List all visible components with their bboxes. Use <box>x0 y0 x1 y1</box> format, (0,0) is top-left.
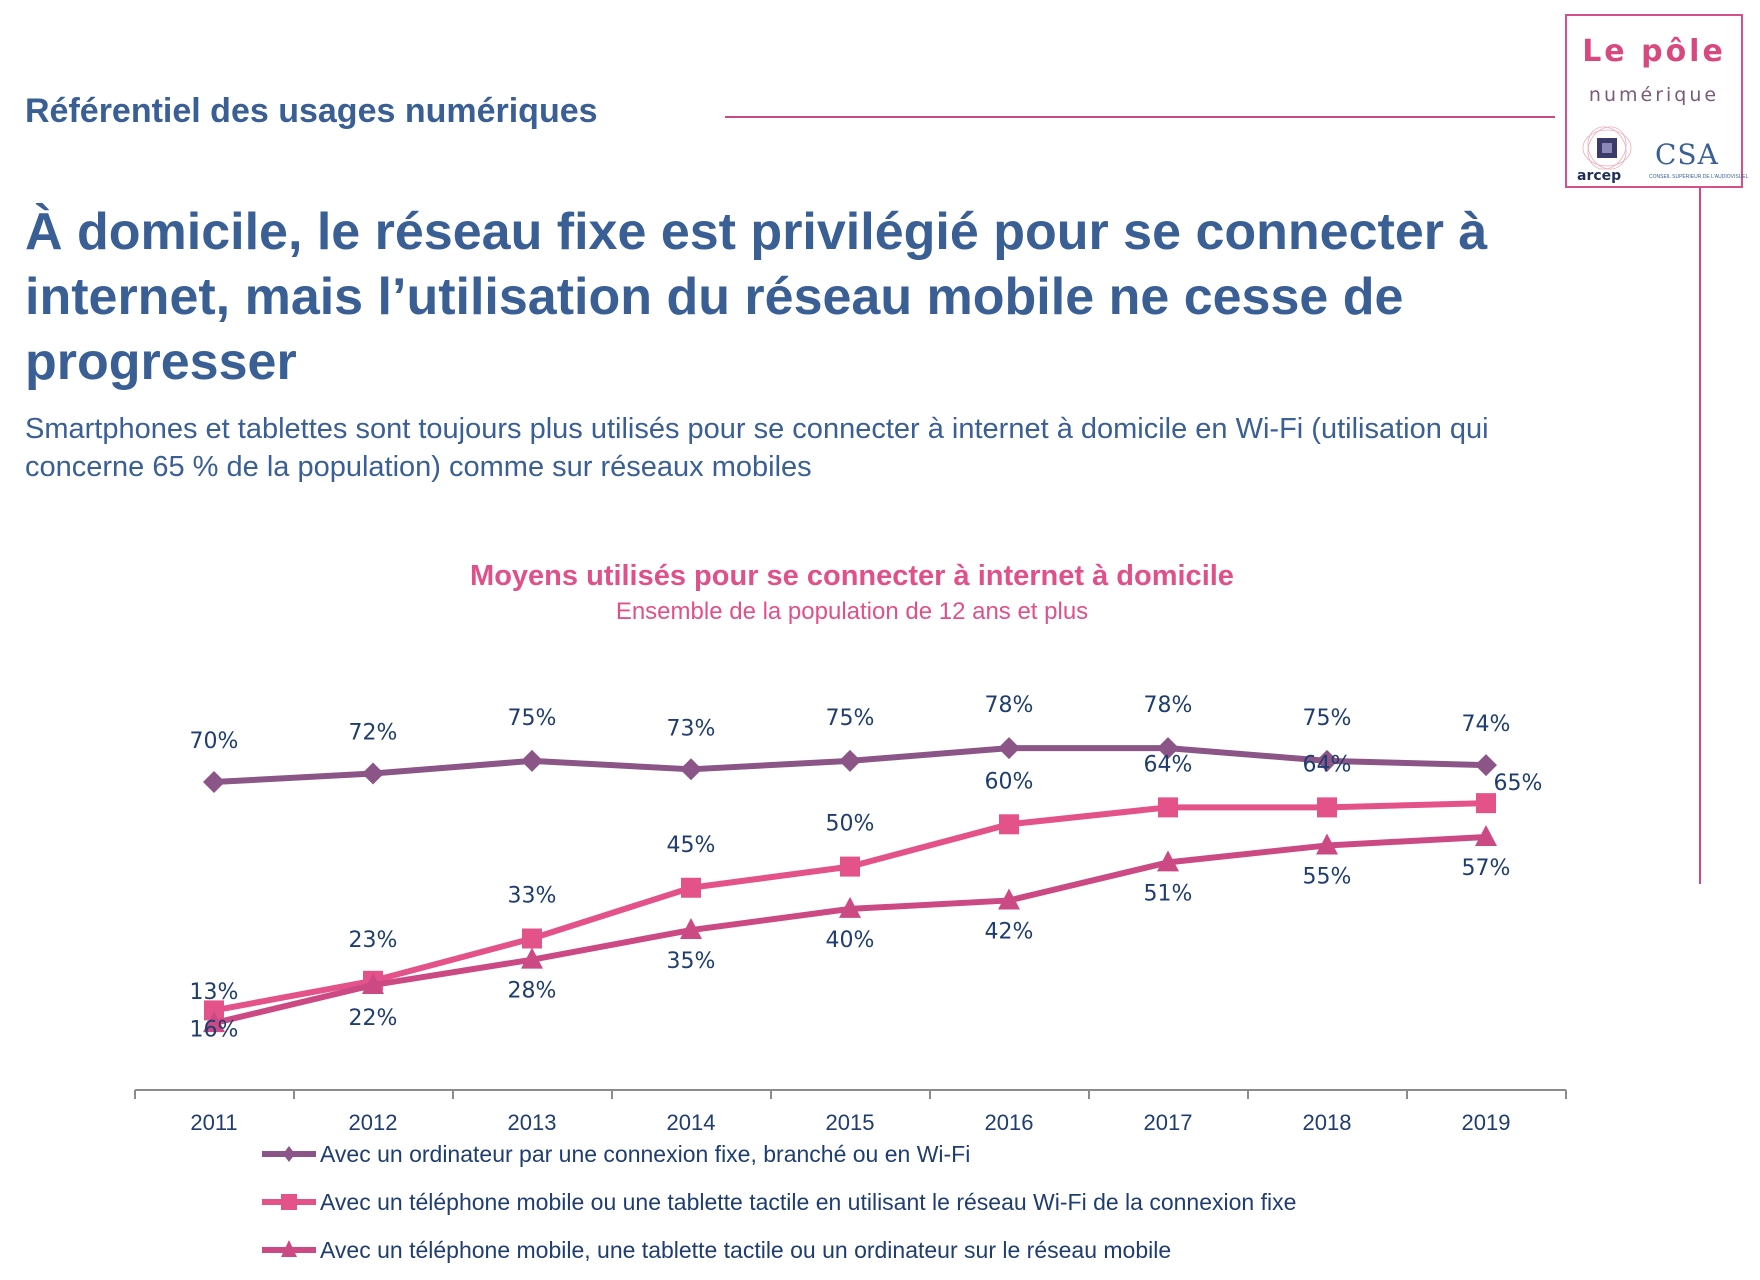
data-point-triangle <box>521 947 543 969</box>
x-tick-label: 2012 <box>349 1110 398 1135</box>
legend-label: Avec un téléphone mobile ou une tablette… <box>320 1188 1297 1215</box>
data-label: 74% <box>1462 712 1511 737</box>
data-label: 42% <box>985 919 1034 944</box>
data-label: 23% <box>349 928 398 953</box>
x-tick-label: 2016 <box>985 1110 1034 1135</box>
csa-logo-subtitle: CONSEIL SUPÉRIEUR DE L'AUDIOVISUEL <box>1649 174 1749 180</box>
data-label: 22% <box>349 1006 398 1031</box>
data-point-diamond <box>203 771 225 793</box>
data-point-diamond <box>521 749 543 772</box>
data-label: 75% <box>1303 706 1352 731</box>
data-label: 51% <box>1144 881 1193 906</box>
logo-line1: Le pôle <box>1582 34 1726 69</box>
data-point-diamond <box>998 737 1020 760</box>
chart-title: Moyens utilisés pour se connecter à inte… <box>470 560 1234 592</box>
x-tick-label: 2018 <box>1303 1110 1352 1135</box>
data-label: 50% <box>826 812 875 837</box>
pole-numerique-logo: Le pôle numérique arcep CSA CONSEIL SUPÉ… <box>1565 14 1748 188</box>
data-label: 64% <box>1303 752 1352 777</box>
arcep-emblem-icon <box>1582 126 1632 170</box>
data-label: 70% <box>190 729 239 754</box>
page-subtitle: Smartphones et tablettes sont toujours p… <box>25 413 1489 483</box>
data-label: 78% <box>985 693 1034 718</box>
x-tick-label: 2014 <box>667 1110 716 1135</box>
data-label: 40% <box>826 928 875 953</box>
data-point-triangle <box>680 918 702 940</box>
side-divider <box>1699 188 1701 884</box>
header-divider <box>725 116 1555 118</box>
series-diamond <box>203 737 1497 793</box>
data-point-square <box>1476 793 1496 814</box>
data-label: 78% <box>1144 693 1193 718</box>
series-triangle <box>203 824 1497 1033</box>
data-point-diamond <box>680 758 702 781</box>
data-point-square <box>681 877 701 898</box>
legend-item: Avec un ordinateur par une connexion fix… <box>262 1140 970 1168</box>
chart-subtitle: Ensemble de la population de 12 ans et p… <box>615 598 1089 625</box>
data-label: 57% <box>1462 856 1511 881</box>
data-point-diamond <box>1157 737 1179 760</box>
x-tick-label: 2013 <box>508 1110 557 1135</box>
data-point-triangle <box>203 1011 225 1033</box>
data-point-square <box>1158 797 1178 818</box>
data-point-square <box>999 814 1019 835</box>
data-label: 35% <box>667 949 716 974</box>
data-label: 45% <box>667 833 716 858</box>
data-point-triangle <box>998 888 1020 910</box>
data-point-square <box>522 928 542 949</box>
legend-item: Avec un téléphone mobile ou une tablette… <box>262 1188 1296 1216</box>
data-point-triangle <box>1157 850 1179 872</box>
csa-logo-text: CSA <box>1655 138 1719 171</box>
x-tick-label: 2015 <box>826 1110 875 1135</box>
data-label: 75% <box>508 706 557 731</box>
data-point-square <box>1317 797 1337 818</box>
legend-label: Avec un téléphone mobile, une tablette t… <box>320 1236 1172 1263</box>
data-point-diamond <box>1316 749 1338 772</box>
data-label: 65% <box>1494 771 1543 796</box>
data-label: 72% <box>349 721 398 746</box>
legend-item: Avec un téléphone mobile, une tablette t… <box>262 1236 1171 1264</box>
x-tick-label: 2011 <box>190 1110 237 1135</box>
data-label: 33% <box>508 884 557 909</box>
data-label: 55% <box>1303 864 1352 889</box>
data-label: 60% <box>985 769 1034 794</box>
legend-label: Avec un ordinateur par une connexion fix… <box>320 1140 971 1167</box>
data-label: 75% <box>826 706 875 731</box>
x-tick-label: 2019 <box>1462 1110 1511 1135</box>
data-point-square <box>204 1000 224 1021</box>
legend-triangle-icon <box>262 1240 316 1257</box>
data-point-triangle <box>839 896 861 918</box>
data-label: 64% <box>1144 752 1193 777</box>
data-point-diamond <box>1475 754 1497 777</box>
data-point-square <box>840 856 860 877</box>
arcep-logo-text: arcep <box>1577 168 1622 184</box>
logo-line2: numérique <box>1588 84 1720 106</box>
legend-diamond-icon <box>262 1146 316 1162</box>
x-tick-label: 2017 <box>1144 1110 1193 1135</box>
data-label: 13% <box>190 980 239 1005</box>
data-point-triangle <box>1475 824 1497 846</box>
section-title: Référentiel des usages numériques <box>25 92 598 130</box>
data-point-diamond <box>362 762 384 785</box>
data-point-triangle <box>1316 833 1338 855</box>
legend-square-icon <box>262 1194 316 1210</box>
data-point-triangle <box>362 973 384 995</box>
data-point-diamond <box>839 749 861 772</box>
data-label: 28% <box>508 979 557 1004</box>
page-title: À domicile, le réseau fixe est privilégi… <box>25 203 1488 391</box>
data-label: 73% <box>667 716 716 741</box>
data-label: 16% <box>190 1017 239 1042</box>
